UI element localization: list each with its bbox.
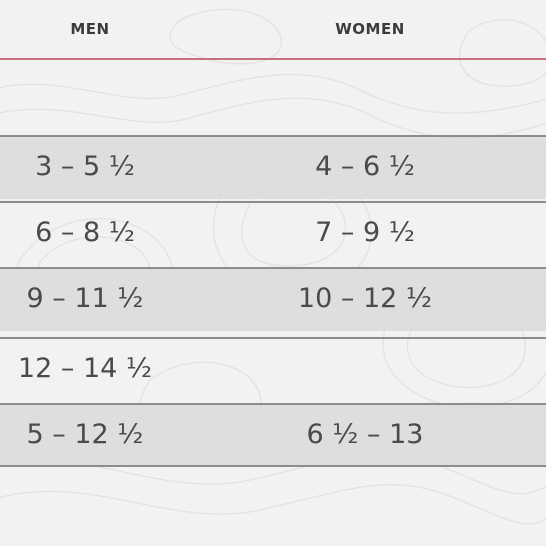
- women-size-cell: 6 ½ – 13: [306, 419, 424, 450]
- row-divider: [0, 201, 546, 203]
- row-divider: [0, 465, 546, 467]
- men-size-cell: 9 – 11 ½: [26, 283, 144, 314]
- table-row: 3 – 5 ½ 4 – 6 ½: [0, 135, 546, 199]
- men-size-cell: 3 – 5 ½: [35, 151, 135, 182]
- women-size-cell: [270, 337, 460, 401]
- women-size-cell: 7 – 9 ½: [315, 217, 415, 248]
- table-row: 9 – 11 ½ 10 – 12 ½: [0, 267, 546, 331]
- header-divider: [0, 58, 546, 60]
- row-divider: [0, 135, 546, 137]
- row-divider: [0, 267, 546, 269]
- row-divider: [0, 403, 546, 405]
- women-size-cell: 10 – 12 ½: [297, 283, 433, 314]
- women-size-cell: 4 – 6 ½: [315, 151, 415, 182]
- table-header: MEN WOMEN: [0, 0, 546, 58]
- men-size-cell: 6 – 8 ½: [35, 217, 135, 248]
- men-size-cell: 5 – 12 ½: [26, 419, 144, 450]
- row-divider: [0, 337, 546, 339]
- men-column-header: MEN: [70, 20, 110, 38]
- table-row: 5 – 12 ½ 6 ½ – 13: [0, 403, 546, 467]
- table-row: 6 – 8 ½ 7 – 9 ½: [0, 201, 546, 265]
- table-row: 12 – 14 ½: [0, 337, 546, 401]
- women-column-header: WOMEN: [335, 20, 405, 38]
- men-size-cell: 12 – 14 ½: [17, 353, 153, 384]
